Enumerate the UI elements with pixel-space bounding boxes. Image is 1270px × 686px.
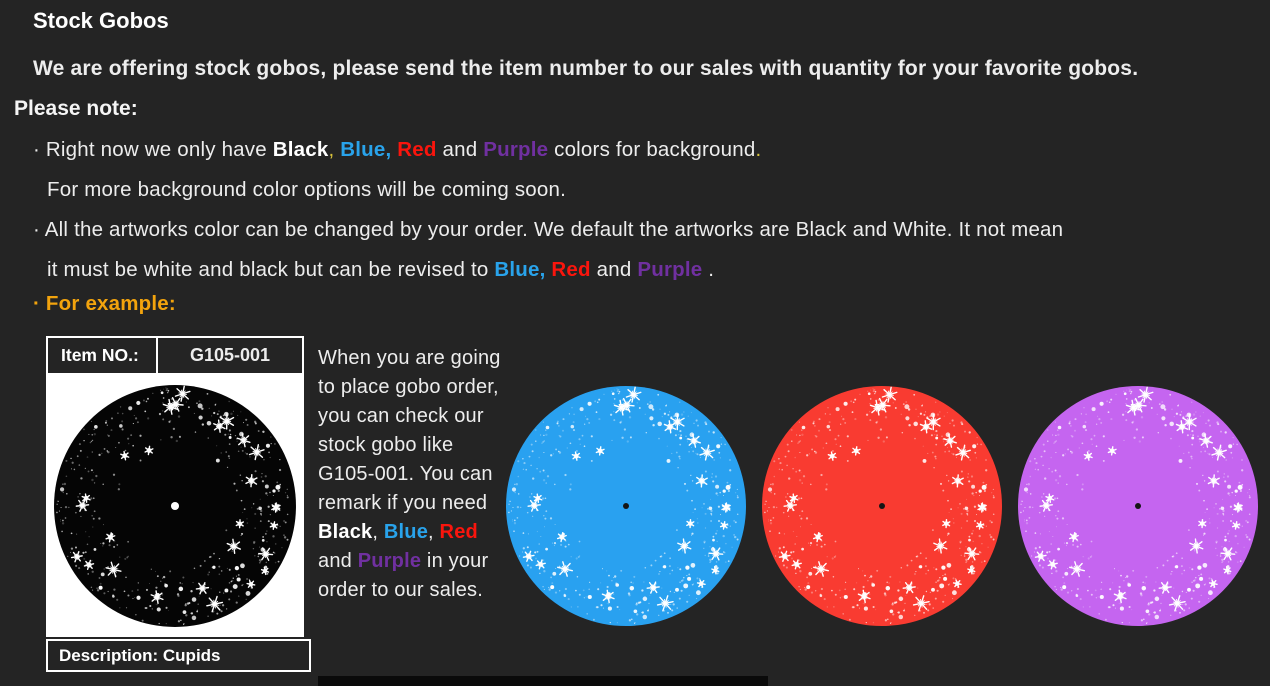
text-segment: Red <box>397 138 437 161</box>
text-segment: When you are going to place gobo order, … <box>318 347 501 514</box>
for-example-label: · For example: <box>33 292 176 316</box>
text-segment: · For example: <box>33 292 176 315</box>
text-segment: it must be white and black but can be re… <box>47 258 495 281</box>
gobo-circle-purple <box>1018 386 1258 626</box>
text-segment: Blue <box>383 521 429 543</box>
gobo-preview-frame <box>46 375 304 637</box>
note-bullet1-line1: · Right now we only have Black, Blue, Re… <box>33 138 761 162</box>
note-bullet2-line2: it must be white and black but can be re… <box>47 258 714 282</box>
bottom-black-bar <box>318 676 768 686</box>
intro-line: We are offering stock gobos, please send… <box>33 57 1139 80</box>
text-segment: . <box>755 138 762 161</box>
text-segment: Blue, <box>494 258 546 281</box>
text-segment: . <box>702 258 715 281</box>
page-title: Stock Gobos <box>33 8 169 33</box>
please-note-label: Please note: <box>14 97 138 120</box>
text-segment: Purple <box>637 258 703 281</box>
text-segment: , <box>328 138 335 161</box>
text-segment: and <box>436 138 484 161</box>
note-bullet1-line2: For more background color options will b… <box>47 178 566 202</box>
gobo-circle-blue <box>506 386 746 626</box>
text-segment: and <box>318 550 358 572</box>
text-segment: Purple <box>483 138 549 161</box>
text-segment: , <box>428 521 440 543</box>
item-no-label: Item NO.: <box>48 338 158 373</box>
text-segment: Black <box>272 138 329 161</box>
item-number-table: Item NO.: G105-001 <box>46 336 304 375</box>
item-no-value: G105-001 <box>189 345 271 365</box>
text-segment: Black <box>318 521 373 543</box>
text-segment: · Right now we only have <box>33 138 273 161</box>
gobo-circle-black <box>54 385 296 627</box>
text-segment: and <box>590 258 638 281</box>
text-segment: Red <box>551 258 591 281</box>
text-segment: Blue, <box>340 138 392 161</box>
text-segment: in your order to our sales. <box>318 550 489 601</box>
text-segment: Purple <box>357 550 422 572</box>
text-segment: For more background color options will b… <box>47 178 566 201</box>
text-segment: · All the artworks color can be changed … <box>33 218 1064 241</box>
text-segment: colors for background <box>548 138 756 161</box>
text-segment: , <box>372 521 384 543</box>
gobo-circle-red <box>762 386 1002 626</box>
gobo-description: Description: Cupids <box>46 639 311 672</box>
order-instructions-paragraph: When you are going to place gobo order, … <box>318 344 512 605</box>
text-segment: Red <box>439 521 478 543</box>
note-bullet2-line1: · All the artworks color can be changed … <box>33 218 1063 242</box>
